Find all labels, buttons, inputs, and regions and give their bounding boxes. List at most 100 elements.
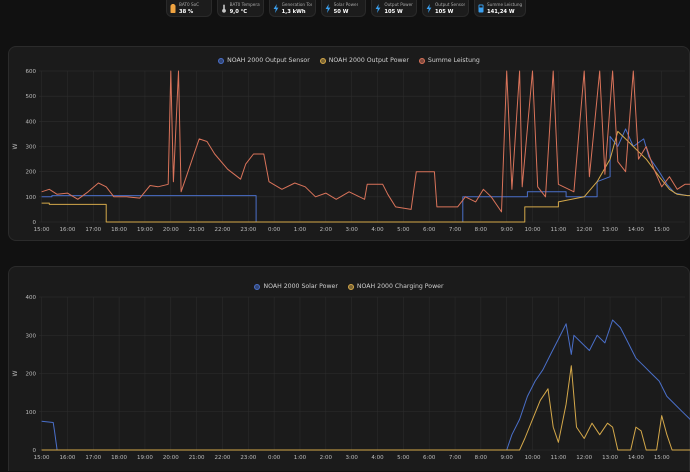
- badge-value: 141,24 W: [487, 8, 515, 15]
- y-tick-label: 0: [33, 448, 37, 454]
- x-tick-label: 21:00: [189, 227, 205, 233]
- y-tick-label: 500: [26, 94, 37, 100]
- sensor-badge[interactable]: BAT0 SoC 38 %: [166, 0, 212, 17]
- series-line[interactable]: [41, 70, 690, 213]
- legend-label: NOAH 2000 Charging Power: [356, 283, 444, 290]
- x-tick-label: 6:00: [423, 455, 436, 461]
- legend-swatch: [418, 57, 425, 64]
- x-tick-label: 17:00: [85, 227, 101, 233]
- legend-label: NOAH 2000 Output Power: [328, 57, 409, 64]
- badge-value: 9,0 °C: [229, 8, 248, 15]
- x-tick-label: 23:00: [240, 455, 256, 461]
- badge-label: Solar Power: [333, 1, 359, 7]
- sensor-badge[interactable]: Output Power 105 W: [371, 0, 418, 17]
- legend-swatch: [218, 57, 225, 64]
- x-tick-label: 8:00: [475, 455, 488, 461]
- solar-power-chart: 0 100 200 300 400 15:00 16:00 17:00 18:00 19:00 20…: [12, 295, 690, 461]
- x-tick-label: 20:00: [163, 227, 179, 233]
- x-tick-label: 3:00: [345, 227, 358, 233]
- x-tick-label: 16:00: [59, 227, 75, 233]
- x-tick-label: 20:00: [163, 455, 179, 461]
- x-tick-label: 5:00: [397, 455, 410, 461]
- legend-label: NOAH 2000 Output Sensor: [227, 57, 310, 64]
- lightning-icon: [273, 3, 279, 13]
- legend-item[interactable]: NOAH 2000 Output Sensor: [218, 57, 310, 64]
- x-tick-label: 4:00: [371, 455, 384, 461]
- legend-swatch: [347, 283, 354, 290]
- x-tick-label: 3:00: [345, 455, 358, 461]
- x-tick-label: 4:00: [371, 227, 384, 233]
- x-tick-label: 18:00: [111, 455, 127, 461]
- x-tick-label: 15:00: [654, 455, 670, 461]
- x-tick-label: 19:00: [137, 455, 153, 461]
- y-tick-label: 100: [26, 410, 37, 416]
- badge-value: 105 W: [384, 8, 403, 15]
- sensor-badge[interactable]: Summe Leistung 141,24 W: [474, 0, 527, 17]
- x-tick-label: 23:00: [240, 227, 256, 233]
- y-axis-label: W: [12, 370, 19, 376]
- x-tick-label: 19:00: [137, 227, 153, 233]
- legend-label: NOAH 2000 Solar Power: [263, 283, 338, 290]
- x-tick-label: 0:00: [268, 227, 281, 233]
- x-tick-label: 2:00: [320, 455, 333, 461]
- x-tick-label: 7:00: [449, 227, 462, 233]
- x-tick-label: 2:00: [320, 227, 333, 233]
- x-tick-label: 22:00: [215, 227, 231, 233]
- badge-value: 50 W: [333, 8, 349, 15]
- x-tick-label: 16:00: [59, 455, 75, 461]
- legend-item[interactable]: NOAH 2000 Charging Power: [347, 283, 444, 290]
- x-tick-label: 14:00: [628, 227, 644, 233]
- x-tick-label: 15:00: [654, 227, 670, 233]
- x-tick-label: 13:00: [602, 227, 618, 233]
- x-tick-label: 21:00: [189, 455, 205, 461]
- badge-value: 105 W: [435, 8, 454, 15]
- y-tick-label: 600: [26, 69, 37, 75]
- x-tick-label: 8:00: [475, 227, 488, 233]
- chart-legend: NOAH 2000 Output Sensor NOAH 2000 Output …: [9, 57, 689, 64]
- y-tick-label: 400: [26, 295, 37, 301]
- lightning-icon: [325, 3, 331, 13]
- x-tick-label: 15:00: [34, 455, 50, 461]
- badge-value: 1,3 kWh: [281, 8, 306, 15]
- x-tick-label: 13:00: [602, 455, 618, 461]
- x-tick-label: 18:00: [111, 227, 127, 233]
- legend-item[interactable]: NOAH 2000 Solar Power: [254, 283, 338, 290]
- x-tick-label: 10:00: [525, 455, 541, 461]
- output-power-chart: 0 100 200 300 400 500 600 15:00 16:00 17:00 18:00 1…: [12, 69, 690, 233]
- series-line[interactable]: [41, 130, 690, 223]
- sensor-badge[interactable]: Solar Power 50 W: [320, 0, 367, 17]
- x-tick-label: 5:00: [397, 227, 410, 233]
- sensor-badge[interactable]: BAT0 Temperature9,0 °C: [216, 0, 264, 17]
- x-tick-label: 7:00: [449, 455, 462, 461]
- battery-icon: [170, 3, 176, 13]
- series-line[interactable]: [41, 319, 690, 451]
- legend-swatch: [254, 283, 261, 290]
- y-tick-label: 200: [26, 170, 37, 176]
- x-tick-label: 6:00: [423, 227, 436, 233]
- x-tick-label: 15:00: [34, 227, 50, 233]
- x-tick-label: 9:00: [501, 227, 514, 233]
- meter-icon: [478, 4, 484, 13]
- x-tick-label: 14:00: [628, 455, 644, 461]
- y-tick-label: 300: [26, 145, 37, 151]
- legend-item[interactable]: NOAH 2000 Output Power: [319, 57, 409, 64]
- badge-label: Output Power: [384, 1, 413, 7]
- legend-label: Summe Leistung: [427, 57, 480, 64]
- x-tick-label: 0:00: [268, 455, 281, 461]
- solar-power-chart-card: NOAH 2000 Solar Power NOAH 2000 Charging …: [8, 266, 690, 471]
- series-line[interactable]: [41, 365, 690, 451]
- legend-item[interactable]: Summe Leistung: [418, 57, 480, 64]
- y-tick-label: 200: [26, 372, 37, 378]
- x-tick-label: 22:00: [215, 455, 231, 461]
- x-tick-label: 12:00: [576, 227, 592, 233]
- x-tick-label: 11:00: [550, 227, 566, 233]
- x-tick-label: 17:00: [85, 455, 101, 461]
- sensor-badge[interactable]: Output Sensor 105 W: [422, 0, 470, 17]
- badge-label: BAT0 SoC: [179, 1, 200, 7]
- legend-swatch: [319, 57, 326, 64]
- thermometer-icon: [221, 4, 227, 13]
- sensor-badge[interactable]: Generation Today1,3 kWh: [268, 0, 316, 17]
- badge-label: Generation Today: [281, 1, 312, 7]
- badge-label: BAT0 Temperature: [229, 1, 260, 7]
